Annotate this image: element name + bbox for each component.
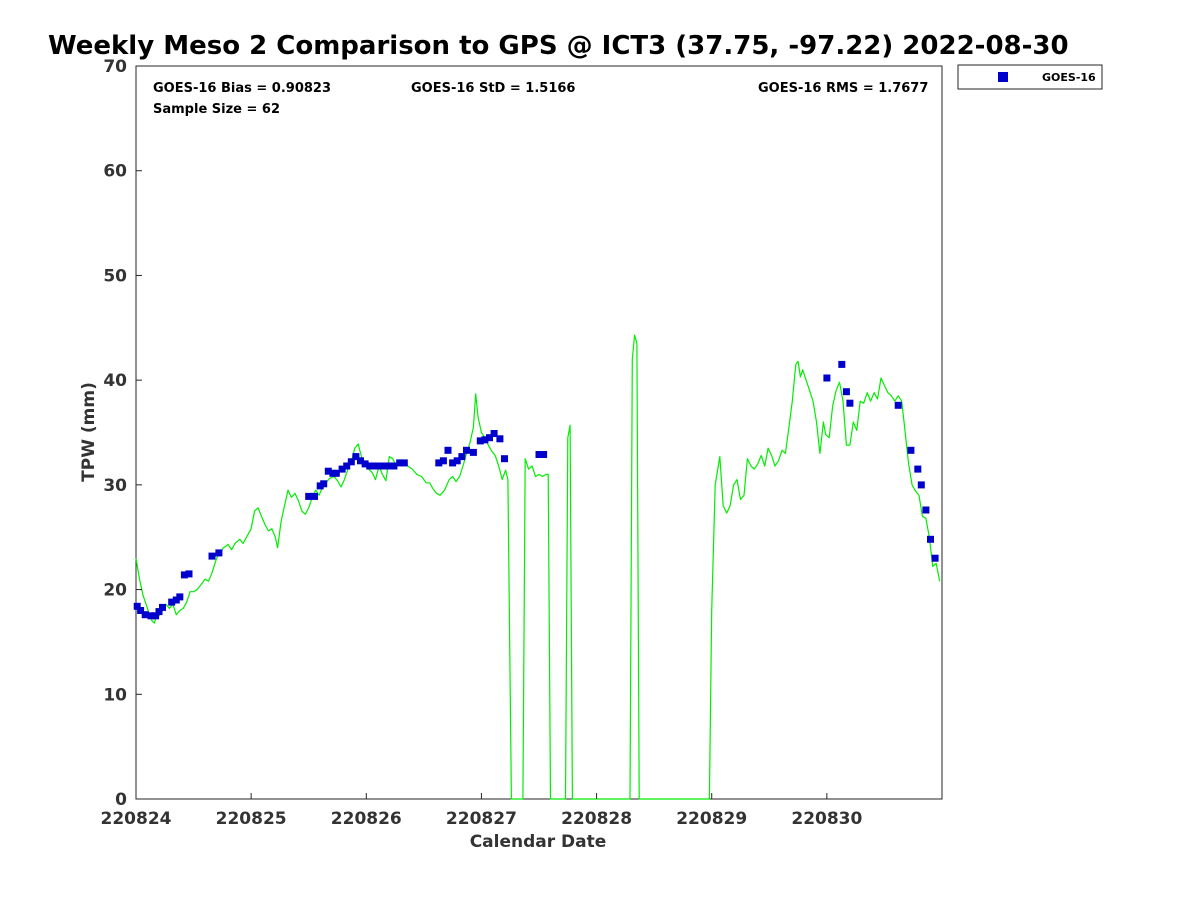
y-tick-label: 50: [103, 266, 127, 286]
goes16-point: [141, 611, 149, 619]
goes16-point: [400, 459, 408, 467]
gps-series-layer: [135, 334, 941, 800]
goes16-point: [332, 469, 340, 477]
plot-area: [135, 65, 943, 800]
y-tick-label: 40: [103, 371, 127, 391]
goes16-point: [343, 462, 351, 470]
goes16-point: [907, 446, 915, 454]
y-axis-label: TPW (mm): [79, 382, 99, 482]
x-tick-label: 220826: [331, 809, 402, 829]
y-tick-label: 70: [103, 57, 127, 77]
goes16-point: [390, 462, 398, 470]
goes16-point: [927, 535, 934, 543]
goes16-point: [385, 462, 393, 470]
goes16-point: [449, 459, 457, 467]
goes16-point: [444, 446, 452, 454]
goes16-point: [352, 453, 360, 461]
legend-box: [957, 64, 1103, 90]
y-tick-label: 20: [103, 581, 127, 601]
goes16-point: [133, 602, 141, 610]
legend: GOES-16: [957, 64, 1103, 90]
goes16-series-layer: [133, 360, 939, 620]
gps-series-line: [135, 334, 941, 800]
x-tick-label: 220827: [446, 809, 517, 829]
y-tick-label: 60: [103, 162, 127, 182]
goes16-point: [338, 465, 346, 473]
goes16-point: [435, 459, 443, 467]
goes16-point: [152, 612, 160, 620]
goes16-point: [463, 446, 470, 454]
goes16-point: [168, 598, 176, 606]
chart-title: Weekly Meso 2 Comparison to GPS @ ICT3 (…: [48, 31, 1069, 61]
goes16-point: [185, 570, 193, 578]
goes16-point: [931, 554, 939, 562]
goes16-point: [917, 481, 925, 489]
goes16-point: [347, 458, 355, 466]
goes16-point: [486, 434, 493, 442]
goes16-point: [215, 549, 223, 557]
goes16-point: [490, 430, 498, 437]
goes16-point: [305, 492, 313, 500]
goes16-point: [476, 437, 484, 445]
rms-stat: GOES-16 RMS = 1.7677: [758, 81, 928, 96]
goes16-point: [469, 448, 477, 456]
goes16-point: [147, 612, 155, 620]
goes16-point: [380, 462, 388, 470]
goes16-point: [176, 593, 184, 601]
goes16-point: [914, 465, 922, 473]
x-tick-label: 220825: [216, 809, 287, 829]
goes16-point: [838, 360, 846, 368]
x-axis-ticks: 220824 220825 220826 220827 220828 220829 2208…: [101, 793, 863, 829]
y-axis-ticks: 0 10 20 30 40 50 60 70: [103, 57, 142, 810]
goes16-point: [540, 451, 548, 458]
goes16-point: [458, 453, 466, 461]
goes16-point: [846, 399, 854, 407]
goes16-point: [396, 459, 404, 467]
x-tick-label: 220829: [676, 809, 747, 829]
goes16-point: [453, 457, 461, 465]
goes16-point: [481, 436, 489, 444]
goes16-point: [535, 451, 543, 458]
y-tick-label: 0: [115, 790, 127, 810]
goes16-point: [370, 462, 378, 470]
goes16-point: [842, 388, 850, 396]
sample-size-stat: Sample Size = 62: [153, 102, 280, 117]
x-tick-label: 220824: [101, 809, 172, 829]
goes16-point: [324, 467, 332, 475]
bias-stat: GOES-16 Bias = 0.90823: [153, 81, 331, 96]
goes16-point: [208, 552, 216, 560]
x-tick-label: 220830: [791, 809, 862, 829]
goes16-point: [366, 462, 374, 470]
goes16-point: [180, 571, 188, 579]
legend-marker-swatch: [998, 72, 1008, 82]
goes16-point: [894, 401, 902, 409]
y-tick-label: 10: [103, 685, 127, 705]
goes16-point: [311, 492, 318, 500]
legend-label: GOES-16: [1042, 71, 1096, 84]
goes16-point: [361, 460, 369, 468]
x-axis-label: Calendar Date: [470, 832, 607, 852]
goes16-point: [320, 480, 328, 488]
goes16-point: [439, 457, 447, 465]
std-stat: GOES-16 StD = 1.5166: [411, 81, 575, 96]
goes16-point: [922, 506, 930, 514]
goes16-point: [155, 608, 163, 616]
goes16-point: [159, 603, 166, 611]
goes16-point: [375, 462, 383, 470]
goes16-point: [137, 607, 145, 614]
goes16-point: [823, 374, 831, 382]
y-tick-label: 30: [103, 476, 127, 496]
goes16-point: [501, 455, 508, 463]
x-tick-label: 220828: [561, 809, 632, 829]
goes16-point: [357, 457, 364, 465]
goes16-point: [496, 435, 504, 443]
